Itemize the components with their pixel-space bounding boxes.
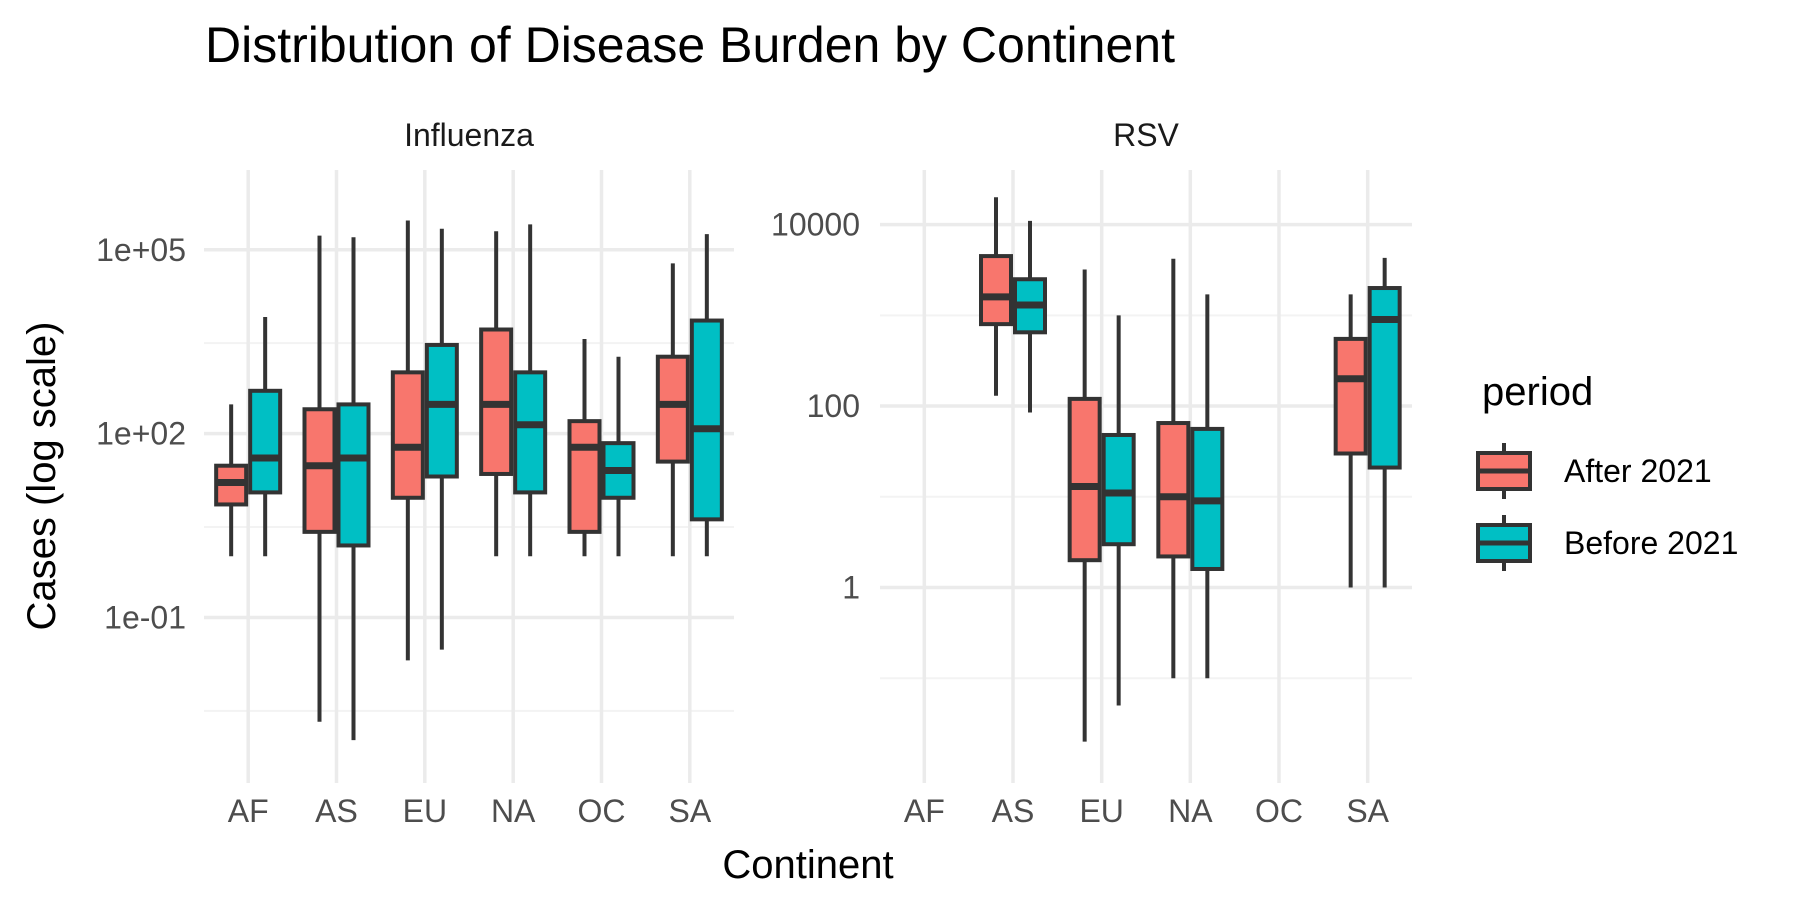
box-body (1333, 336, 1368, 456)
facet-strip-label: RSV (1113, 117, 1179, 153)
facet-panels: 1e-01 1e+02 1e+05 AF AS EU NA OC SA Influenza 1 100… (96, 117, 1412, 829)
legend-item-before-2021: Before 2021 (1476, 515, 1738, 571)
box-af-after-2021 (214, 404, 249, 557)
y-tick-label: 10000 (771, 207, 860, 243)
box-eu-before-2021 (424, 228, 459, 650)
box-body (248, 388, 283, 495)
box-body (1367, 286, 1402, 470)
x-tick-label: OC (578, 793, 626, 829)
box-na-before-2021 (1190, 294, 1225, 679)
box-eu-before-2021 (1101, 315, 1136, 706)
x-tick-label: AF (904, 793, 945, 829)
x-tick-label: EU (403, 793, 447, 829)
legend-items: After 2021 Before 2021 (1476, 443, 1738, 571)
box-body (1067, 396, 1102, 563)
x-tick-label: SA (1346, 793, 1389, 829)
y-tick-label: 1 (842, 570, 860, 606)
box-body (689, 318, 724, 522)
box-eu-after-2021 (1067, 269, 1102, 742)
box-oc-after-2021 (567, 339, 602, 557)
box-body (390, 370, 425, 500)
facet-strip-label: Influenza (404, 117, 534, 153)
panel-influenza: 1e-01 1e+02 1e+05 AF AS EU NA OC SA Influenza (96, 117, 734, 829)
chart-title: Distribution of Disease Burden by Contin… (205, 17, 1175, 73)
y-tick-label: 100 (807, 388, 860, 424)
box-body (302, 407, 337, 534)
legend-label: After 2021 (1564, 453, 1712, 489)
x-tick-label: SA (668, 793, 711, 829)
box-na-after-2021 (1156, 258, 1191, 679)
y-tick-label: 1e+05 (96, 232, 186, 268)
box-af-before-2021 (248, 316, 283, 557)
box-sa-before-2021 (1367, 257, 1402, 588)
box-sa-after-2021 (655, 263, 690, 557)
y-tick-label: 1e+02 (96, 416, 186, 452)
box-body (655, 354, 690, 464)
box-eu-after-2021 (390, 220, 425, 661)
box-sa-after-2021 (1333, 294, 1368, 588)
box-body (1156, 421, 1191, 559)
box-sa-before-2021 (689, 234, 724, 557)
legend: period After 2021 Before 2021 (1476, 370, 1738, 571)
box-body (424, 342, 459, 479)
box-body (336, 402, 371, 548)
box-body (513, 370, 548, 495)
box-body (567, 419, 602, 534)
y-axis-label: Cases (log scale) (20, 321, 64, 630)
box-body (979, 254, 1013, 327)
x-tick-label: AF (228, 793, 269, 829)
x-tick-label: OC (1255, 793, 1303, 829)
box-as-after-2021 (302, 235, 337, 722)
x-tick-label: EU (1079, 793, 1123, 829)
legend-label: Before 2021 (1564, 525, 1738, 561)
y-tick-label: 1e-01 (104, 600, 186, 636)
x-tick-label: NA (1168, 793, 1213, 829)
panel-rsv: 1 100 10000 AF AS EU NA OC SA RSV (771, 117, 1412, 829)
box-oc-before-2021 (601, 356, 636, 557)
box-as-after-2021 (979, 197, 1013, 396)
box-as-before-2021 (1013, 220, 1047, 413)
x-tick-label: NA (491, 793, 536, 829)
x-axis-label: Continent (722, 843, 893, 887)
legend-title: period (1482, 370, 1593, 414)
legend-item-after-2021: After 2021 (1476, 443, 1712, 499)
x-tick-label: AS (315, 793, 358, 829)
box-na-after-2021 (479, 231, 514, 557)
x-tick-label: AS (992, 793, 1035, 829)
box-as-before-2021 (336, 237, 371, 741)
box-na-before-2021 (513, 224, 548, 557)
